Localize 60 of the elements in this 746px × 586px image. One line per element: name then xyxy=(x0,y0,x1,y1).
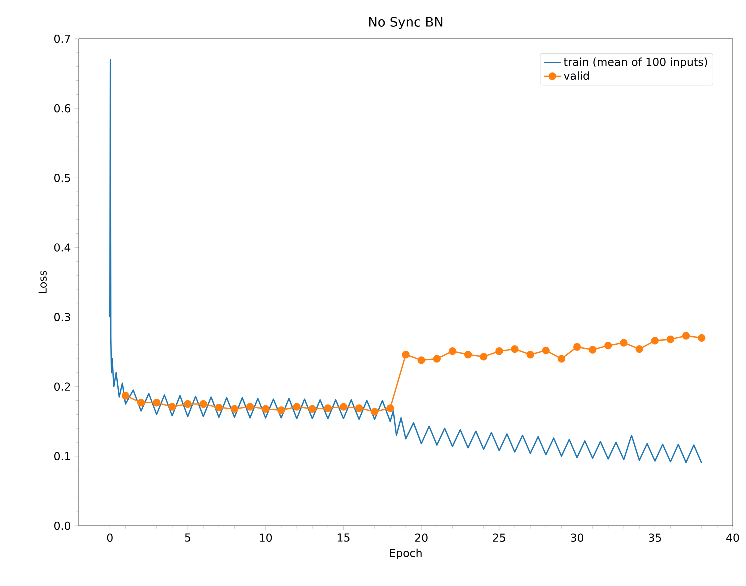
x-tick-label: 20 xyxy=(415,534,428,542)
point xyxy=(137,399,146,407)
y-axis-title: Loss xyxy=(38,271,47,294)
y-tick-label: 0.3 xyxy=(54,313,70,322)
y-tick-label: 0.0 xyxy=(54,522,70,530)
point xyxy=(558,355,566,363)
point xyxy=(620,339,628,347)
point xyxy=(651,337,659,345)
y-tick-label: 0.2 xyxy=(54,382,70,391)
point xyxy=(230,405,239,413)
x-tick-label: 0 xyxy=(107,534,113,542)
point xyxy=(215,404,223,412)
x-axis-title: Epoch xyxy=(390,548,422,560)
point xyxy=(464,351,472,359)
point xyxy=(200,400,208,408)
point xyxy=(324,404,332,412)
point xyxy=(496,348,504,356)
x-tick-label: 10 xyxy=(260,534,272,542)
point xyxy=(355,404,364,412)
y-tick-label: 0.6 xyxy=(54,104,71,113)
point xyxy=(168,403,176,411)
x-tick-label: 40 xyxy=(726,534,740,542)
legend-label: train (mean of 100 inputs) xyxy=(564,58,708,68)
point xyxy=(636,345,644,354)
point xyxy=(480,353,488,361)
point xyxy=(418,356,426,364)
point xyxy=(682,332,690,340)
y-tick-label: 0.1 xyxy=(54,452,70,461)
point xyxy=(448,348,457,356)
point xyxy=(604,342,612,350)
point xyxy=(340,403,348,411)
point xyxy=(433,355,441,363)
point xyxy=(542,346,550,355)
point xyxy=(666,336,675,344)
point xyxy=(698,334,706,342)
x-tick-label: 30 xyxy=(571,534,584,542)
legend-label: valid xyxy=(564,72,590,80)
point xyxy=(308,405,316,413)
point xyxy=(386,404,394,412)
x-tick-label: 25 xyxy=(493,534,506,542)
point xyxy=(371,408,379,416)
point xyxy=(262,405,270,413)
x-tick-label: 5 xyxy=(185,534,191,542)
point xyxy=(589,346,597,354)
point xyxy=(184,400,192,408)
point xyxy=(246,403,254,411)
point xyxy=(278,406,286,414)
point xyxy=(402,351,410,359)
y-tick-label: 0.5 xyxy=(54,174,70,182)
point xyxy=(526,351,534,359)
chart-title: No Sync BN xyxy=(369,17,443,30)
x-tick-label: 35 xyxy=(649,534,662,542)
y-tick-label: 0.7 xyxy=(54,34,70,44)
y-tick-label: 0.4 xyxy=(54,244,71,252)
point xyxy=(122,392,130,400)
x-tick-label: 15 xyxy=(338,534,350,542)
point xyxy=(511,345,519,354)
point xyxy=(153,399,161,407)
point xyxy=(573,343,582,352)
point xyxy=(293,403,301,411)
